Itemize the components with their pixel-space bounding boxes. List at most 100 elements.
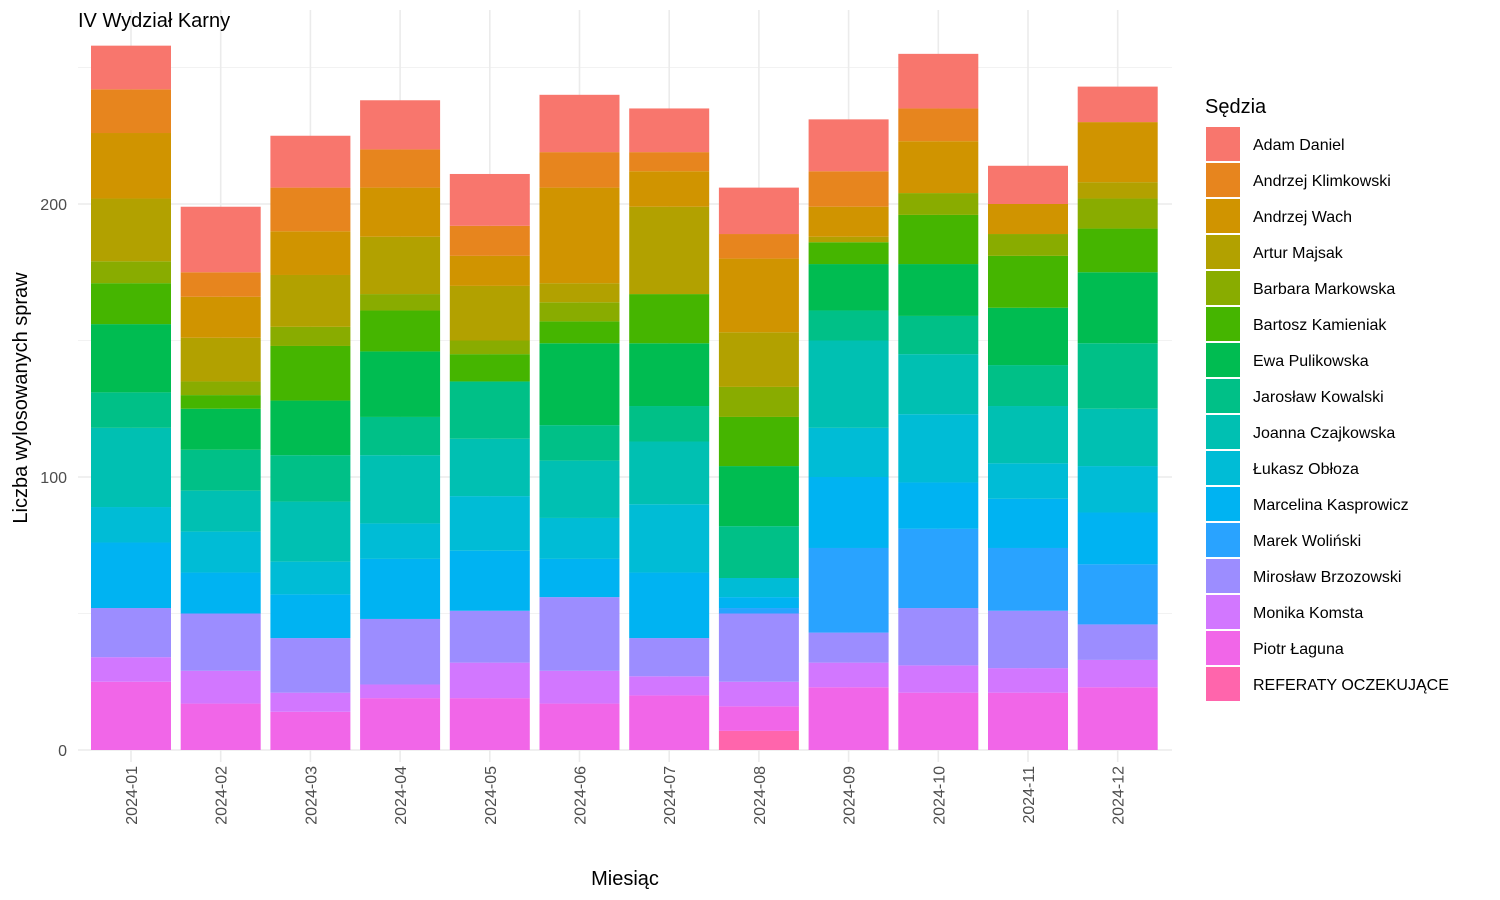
bar-segment	[808, 427, 889, 477]
bar-segment	[988, 692, 1068, 750]
y-tick-labels: 0 100 200	[40, 197, 67, 760]
legend-swatch	[1206, 235, 1240, 269]
bar-segment	[539, 187, 620, 284]
x-tick-label: 2024-05	[483, 766, 500, 825]
bar-segment	[270, 711, 351, 750]
bar-segment	[1077, 512, 1158, 565]
bar-segment	[360, 416, 441, 456]
x-tick-labels: 2024-01 2024-02 2024-03 2024-04 2024-05 2024-…	[124, 766, 1128, 825]
bar-segment	[360, 187, 441, 237]
x-tick-label: 2024-02	[214, 766, 231, 825]
bar-segment	[539, 460, 620, 518]
bars	[91, 45, 1158, 750]
legend: Sędzia Adam Daniel Andrzej Klimkowski Andr…	[1205, 96, 1449, 701]
x-tick-label: 2024-10	[931, 766, 948, 825]
bar-segment	[449, 698, 530, 750]
bar-segment	[629, 441, 710, 505]
bar-segment	[270, 561, 351, 595]
bar-segment	[808, 242, 889, 265]
bar-segment	[988, 165, 1068, 204]
legend-label: Marcelina Kasprowicz	[1253, 497, 1409, 514]
bar-segment	[629, 638, 710, 677]
bar-segment	[1077, 659, 1158, 688]
bar-segment	[180, 449, 261, 491]
bar-segment	[449, 438, 530, 497]
bar-segment	[629, 676, 710, 696]
legend-swatch	[1206, 523, 1240, 557]
legend-label: Jarosław Kowalski	[1253, 389, 1384, 406]
bar-segment	[808, 236, 889, 243]
bar-segment	[718, 597, 799, 609]
legend-title: Sędzia	[1205, 96, 1267, 118]
bar-segment	[180, 337, 261, 382]
x-tick-label: 2024-08	[752, 766, 769, 825]
bar-segment	[449, 285, 530, 341]
y-tick-label: 100	[40, 470, 67, 487]
bar-segment	[270, 594, 351, 639]
bar-segment	[270, 638, 351, 693]
bar-segment	[718, 730, 799, 750]
bar-segment	[360, 558, 441, 619]
bar-segment	[449, 381, 530, 439]
bar-segment	[718, 613, 799, 682]
bar-segment	[91, 89, 171, 134]
bar-segment	[360, 523, 441, 559]
x-tick-label: 2024-09	[842, 766, 859, 825]
legend-label: Adam Daniel	[1253, 137, 1345, 154]
chart-title: IV Wydział Karny	[78, 10, 230, 32]
bar-segment	[1077, 624, 1158, 660]
bar-segment	[1077, 86, 1158, 123]
bar-segment	[449, 610, 530, 663]
bar-segment	[808, 119, 889, 172]
legend-swatch	[1206, 595, 1240, 629]
bar-segment	[988, 255, 1068, 308]
bar-segment	[1077, 466, 1158, 513]
bar-segment	[360, 100, 441, 150]
bar-segment	[539, 321, 620, 344]
bar-segment	[270, 501, 351, 562]
bar-segment	[539, 597, 620, 671]
legend-swatch	[1206, 199, 1240, 233]
legend-label: Bartosz Kamieniak	[1253, 317, 1387, 334]
legend-label: Mirosław Brzozowski	[1253, 569, 1401, 586]
bar-segment	[898, 108, 979, 142]
bar-segment	[539, 558, 620, 598]
bar-segment	[718, 386, 799, 417]
legend-swatch	[1206, 631, 1240, 665]
bar-segment	[718, 706, 799, 731]
bar-segment	[898, 264, 979, 316]
bar-segment	[718, 187, 799, 235]
bar-segment	[360, 236, 441, 295]
bar-segment	[898, 665, 979, 693]
bar-segment	[898, 53, 979, 109]
bar-segment	[270, 231, 351, 275]
bar-segment	[1077, 198, 1158, 229]
bar-segment	[360, 684, 441, 699]
bar-segment	[449, 496, 530, 551]
bar-segment	[91, 681, 171, 750]
legend-label: Piotr Łaguna	[1253, 641, 1344, 658]
bar-segment	[629, 504, 710, 573]
legend-swatch	[1206, 667, 1240, 701]
bar-segment	[180, 272, 261, 297]
bar-segment	[808, 264, 889, 311]
x-tick-label: 2024-01	[124, 766, 141, 825]
legend-label: Artur Majsak	[1253, 245, 1344, 262]
bar-segment	[898, 528, 979, 609]
bar-segment	[360, 698, 441, 750]
bar-segment	[270, 135, 351, 188]
bar-segment	[629, 206, 710, 295]
bar-segment	[91, 283, 171, 325]
bar-segment	[1077, 343, 1158, 409]
bar-segment	[539, 283, 620, 303]
bar-segment	[808, 687, 889, 750]
bar-segment	[718, 578, 799, 598]
bar-segment	[539, 425, 620, 461]
bar-segment	[180, 490, 261, 532]
bar-segment	[91, 507, 171, 543]
bar-segment	[808, 171, 889, 207]
bar-segment	[180, 703, 261, 750]
legend-swatch	[1206, 163, 1240, 197]
bar-segment	[898, 141, 979, 194]
